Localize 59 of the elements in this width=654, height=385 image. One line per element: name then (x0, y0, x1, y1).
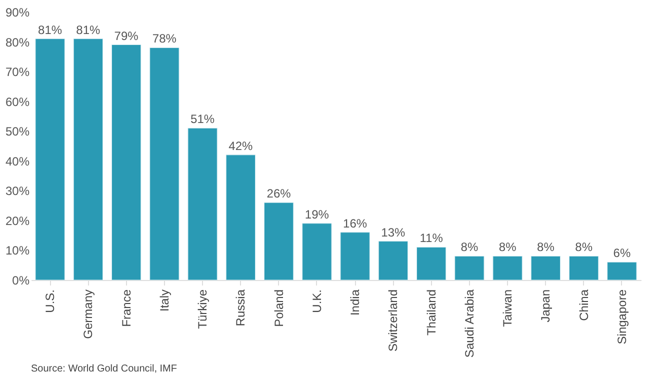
x-tick-label: Taiwan (500, 290, 515, 327)
bar (530, 256, 561, 280)
bar (340, 232, 370, 280)
y-tick-label: 90% (5, 6, 30, 20)
data-label: 13% (381, 225, 406, 240)
x-tick-label: Singapore (614, 289, 629, 344)
x-tick-label: Poland (272, 290, 286, 327)
x-tick-label: U.S. (43, 290, 58, 313)
x-tick-label: U.K. (310, 290, 324, 313)
bar (454, 256, 484, 280)
data-label: 78% (152, 32, 177, 46)
data-label: 11% (420, 231, 444, 246)
data-label: 81% (76, 22, 101, 37)
data-label: 8% (537, 240, 555, 254)
y-tick-label: 40% (5, 154, 30, 168)
y-tick-label: 60% (5, 94, 30, 109)
bar (607, 262, 637, 280)
x-tick-label: Thailand (424, 290, 438, 336)
data-label: 51% (190, 112, 215, 126)
data-label: 19% (304, 207, 330, 222)
y-tick-label: 70% (5, 65, 30, 80)
data-label: 8% (460, 240, 478, 254)
bar (568, 256, 599, 280)
bar (188, 128, 218, 280)
data-label: 8% (498, 240, 517, 254)
bar (492, 256, 522, 280)
x-tick-label: Germany (81, 290, 96, 339)
bar (378, 241, 408, 280)
data-label: 79% (114, 28, 139, 43)
x-tick-label: China (576, 289, 591, 321)
data-label: 81% (38, 22, 62, 37)
bar (302, 223, 332, 280)
x-tick-label: Italy (157, 290, 172, 312)
y-tick-label: 30% (5, 184, 30, 198)
bar (416, 246, 446, 280)
bar (35, 38, 65, 280)
x-tick-label: Türkiye (196, 289, 210, 329)
source-note: Source: World Gold Council, IMF (31, 364, 177, 375)
x-tick-label: Switzerland (386, 290, 400, 352)
x-tick-label: India (348, 289, 362, 316)
data-label: 8% (575, 240, 593, 254)
data-label: 6% (613, 246, 631, 260)
bar (264, 202, 294, 280)
x-tick-label: Japan (538, 290, 553, 322)
data-label: 16% (343, 216, 368, 230)
bar (226, 154, 256, 280)
y-tick-label: 10% (5, 244, 30, 258)
bar (111, 44, 142, 280)
y-tick-label: 50% (5, 124, 30, 139)
x-tick-label: Russia (234, 289, 248, 326)
x-tick-label: France (119, 289, 134, 327)
data-label: 42% (228, 138, 254, 153)
y-tick-label: 80% (5, 35, 30, 50)
x-tick-label: Saudi Arabia (462, 289, 476, 358)
y-tick-label: 0% (12, 274, 30, 288)
y-tick-label: 20% (5, 214, 30, 228)
bar (150, 47, 180, 280)
bar (73, 38, 104, 280)
data-label: 26% (266, 186, 292, 201)
